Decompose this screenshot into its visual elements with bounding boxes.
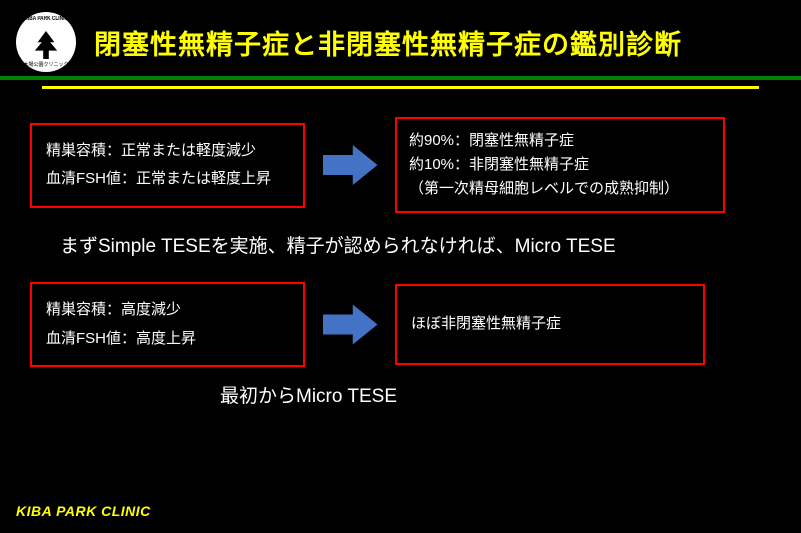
flow1-left-line1: 精巣容積：正常または軽度減少	[46, 137, 289, 166]
slide-content: 精巣容積：正常または軽度減少 血清FSH値：正常または軽度上昇 約90%：閉塞性…	[0, 89, 801, 408]
flow-row-2: 精巣容積：高度減少 血清FSH値：高度上昇 ほぼ非閉塞性無精子症	[30, 282, 771, 367]
tree-icon	[32, 31, 60, 59]
arrow-2	[315, 305, 385, 345]
flow2-right-box: ほぼ非閉塞性無精子症	[395, 284, 705, 365]
arrow-1	[315, 145, 385, 185]
flow1-right-line3: （第一次精母細胞レベルでの成熟抑制）	[409, 177, 711, 201]
flow1-right-box: 約90%：閉塞性無精子症 約10%：非閉塞性無精子症 （第一次精母細胞レベルでの…	[395, 117, 725, 213]
mid-text: まずSimple TESEを実施、精子が認められなければ、Micro TESE	[60, 231, 771, 258]
divider-green	[0, 76, 801, 80]
arrow-right-icon	[323, 305, 378, 345]
flow1-right-line2: 約10%：非閉塞性無精子症	[409, 153, 711, 177]
flow1-left-box: 精巣容積：正常または軽度減少 血清FSH値：正常または軽度上昇	[30, 123, 305, 208]
flow1-right-line1: 約90%：閉塞性無精子症	[409, 129, 711, 153]
arrow-right-icon	[323, 145, 378, 185]
logo-text-bottom: 木場公園クリニック	[23, 61, 68, 68]
flow-row-1: 精巣容積：正常または軽度減少 血清FSH値：正常または軽度上昇 約90%：閉塞性…	[30, 117, 771, 213]
flow2-left-line1: 精巣容積：高度減少	[46, 296, 289, 325]
flow2-left-box: 精巣容積：高度減少 血清FSH値：高度上昇	[30, 282, 305, 367]
clinic-logo: KIBA PARK CLINIC 木場公園クリニック	[16, 12, 76, 72]
footer-text: KIBA PARK CLINIC	[16, 503, 151, 519]
flow2-right-line1: ほぼ非閉塞性無精子症	[411, 310, 689, 339]
flow2-left-line2: 血清FSH値：高度上昇	[46, 325, 289, 354]
flow1-left-line2: 血清FSH値：正常または軽度上昇	[46, 165, 289, 194]
logo-text-top: KIBA PARK CLINIC	[24, 16, 67, 22]
bottom-text: 最初からMicro TESE	[220, 381, 771, 408]
slide-title: 閉塞性無精子症と非閉塞性無精子症の鑑別診断	[94, 23, 682, 62]
slide-header: KIBA PARK CLINIC 木場公園クリニック 閉塞性無精子症と非閉塞性無…	[0, 0, 801, 76]
